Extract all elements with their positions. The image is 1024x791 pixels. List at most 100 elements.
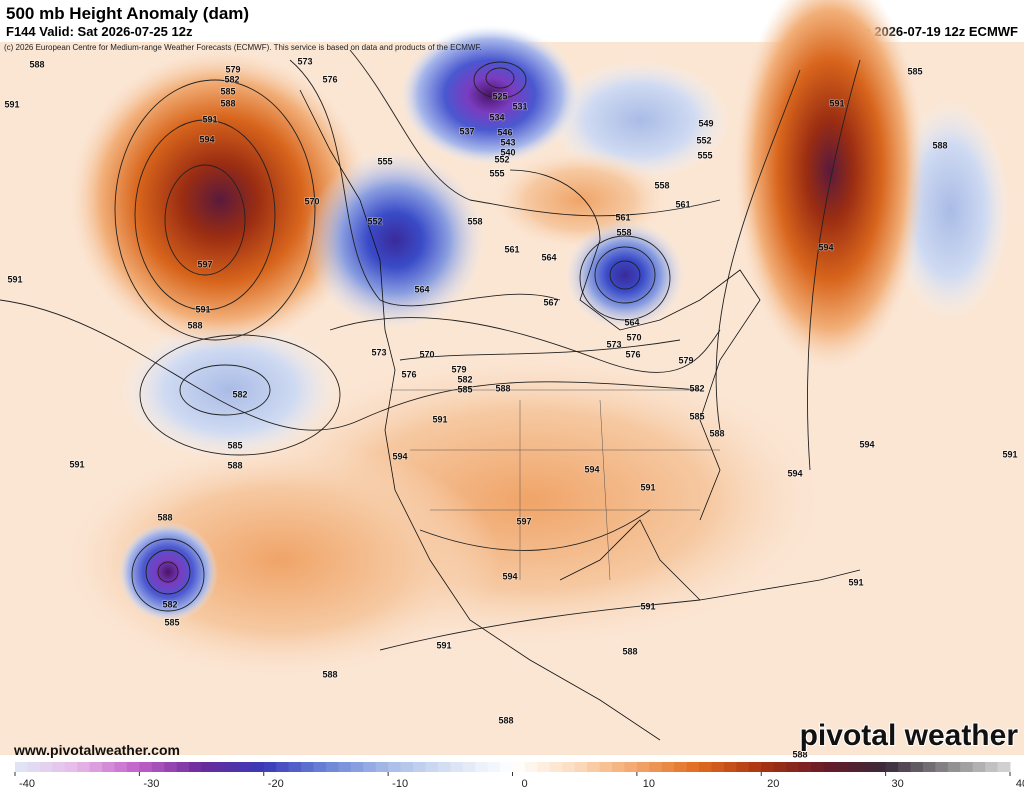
colorbar-swatch [773, 762, 787, 772]
colorbar-swatch [338, 762, 352, 772]
contour-label: 588 [792, 749, 807, 759]
contour-label: 555 [697, 150, 712, 160]
colorbar-swatch [164, 762, 178, 772]
contour-label: 576 [322, 74, 337, 84]
colorbar: -40 -30 -20 -10 0 10 20 30 40 [14, 762, 1024, 790]
contour-label: 564 [624, 317, 639, 327]
contour-label: 591 [195, 304, 210, 314]
colorbar-swatch [562, 762, 576, 772]
contour-label: 579 [225, 64, 240, 74]
colorbar-swatch [64, 762, 78, 772]
contour-label: 588 [709, 428, 724, 438]
colorbar-swatch [487, 762, 501, 772]
contour-label: 594 [502, 571, 517, 581]
contour-label: 558 [467, 216, 482, 226]
colorbar-swatch [549, 762, 563, 772]
colorbar-swatch [873, 762, 887, 772]
contour-label: 594 [859, 439, 874, 449]
colorbar-swatch [624, 762, 638, 772]
contour-label: 585 [457, 384, 472, 394]
contour-label: 591 [640, 601, 655, 611]
contour-label: 591 [640, 482, 655, 492]
contour-label: 573 [297, 56, 312, 66]
anomaly-area [305, 150, 485, 330]
contour-labels: 5795825855885915945975735765705915885915… [4, 56, 1019, 761]
colorbar-swatch [935, 762, 949, 772]
contour-label: 570 [304, 196, 319, 206]
colorbar-swatch [388, 762, 402, 772]
colorbar-swatch [985, 762, 999, 772]
colorbar-tick-label: 10 [643, 778, 655, 790]
contour-label: 585 [164, 617, 179, 627]
colorbar-swatch [325, 762, 339, 772]
contour-label: 588 [622, 646, 637, 656]
contour-label: 576 [401, 369, 416, 379]
colorbar-swatch [226, 762, 240, 772]
colorbar-swatch [898, 762, 911, 772]
contour-label: 594 [584, 464, 599, 474]
colorbar-swatch [462, 762, 476, 772]
contour-label: 558 [654, 180, 669, 190]
contour-label: 531 [512, 101, 527, 111]
contour-label: 588 [220, 98, 235, 108]
colorbar-swatch [723, 762, 737, 772]
colorbar-swatch [400, 762, 414, 772]
colorbar-swatch [52, 762, 66, 772]
contour-label: 591 [7, 274, 22, 284]
contour-label: 588 [187, 320, 202, 330]
colorbar-swatch [189, 762, 203, 772]
contour-label: 552 [494, 154, 509, 164]
anomaly-area [400, 25, 580, 165]
colorbar-swatch [524, 762, 538, 772]
colorbar-swatch [363, 762, 377, 772]
contour-label: 591 [1002, 449, 1017, 459]
colorbar-swatch [27, 762, 41, 772]
contours [0, 49, 861, 651]
colorbar-swatch [301, 762, 314, 772]
colorbar-swatch [276, 762, 290, 772]
colorbar-swatch [313, 762, 327, 772]
contour-label: 588 [157, 512, 172, 522]
colorbar-swatch [15, 762, 28, 772]
colorbar-swatch [835, 762, 849, 772]
colorbar-swatch [823, 762, 837, 772]
contour-label: 597 [197, 259, 212, 269]
credit: (c) 2026 European Centre for Medium-rang… [4, 43, 482, 52]
colorbar-swatch [786, 762, 800, 772]
colorbar-swatch [910, 762, 924, 772]
contour-label: 594 [392, 451, 407, 461]
contour-label: 588 [322, 669, 337, 679]
contour-label: 582 [232, 389, 247, 399]
colorbar-swatch [350, 762, 364, 772]
contour-label: 588 [498, 715, 513, 725]
contour-label: 591 [4, 99, 19, 109]
colorbar-swatch [288, 762, 302, 772]
colorbar-swatch [922, 762, 936, 772]
colorbar-swatch [238, 762, 252, 772]
contour-label: 585 [689, 411, 704, 421]
anomaly-area [550, 60, 730, 180]
colorbar-tick-label: 40 [1016, 778, 1024, 790]
contour-label: 525 [492, 91, 507, 101]
contour-label: 588 [227, 460, 242, 470]
colorbar-swatch [636, 762, 650, 772]
colorbar-swatch [736, 762, 750, 772]
contour-label: 591 [432, 414, 447, 424]
colorbar-swatch [263, 762, 277, 772]
contour-label: 573 [606, 339, 621, 349]
colorbar-swatch [437, 762, 451, 772]
colorbar-swatch [885, 762, 899, 772]
colorbar-tick-label: -30 [143, 778, 159, 790]
contour-label: 585 [907, 66, 922, 76]
colorbar-swatch [661, 762, 675, 772]
colorbar-tick-label: -40 [19, 778, 35, 790]
contour-label: 582 [457, 374, 472, 384]
contour-label: 546 [497, 127, 512, 137]
contour-label: 561 [504, 244, 519, 254]
colorbar-swatch [176, 762, 190, 772]
contour-label: 594 [199, 134, 214, 144]
colorbar-swatch [798, 762, 812, 772]
anomaly-area [735, 0, 925, 370]
